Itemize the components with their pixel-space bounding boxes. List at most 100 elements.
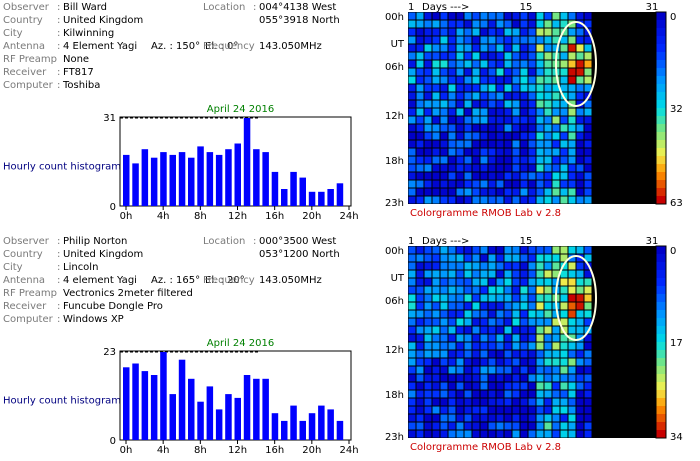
colorgramme-cell	[560, 132, 568, 140]
colorgramme-cell	[496, 390, 504, 398]
colorgramme-cell	[488, 108, 496, 116]
colorgramme-cell	[576, 334, 584, 342]
colorgramme-cell	[584, 342, 592, 350]
colorgramme-cell	[536, 310, 544, 318]
colorgramme-cell	[472, 382, 480, 390]
colorgramme-cell	[440, 302, 448, 310]
colorgramme-cell	[512, 430, 520, 438]
colorgramme-cell	[496, 358, 504, 366]
azimuth-value: Az. : 165°	[151, 275, 201, 286]
colorgramme-scale-step	[656, 140, 666, 149]
histogram-bar	[150, 157, 158, 206]
colorgramme-cell	[584, 164, 592, 172]
histogram-xtick: 24h	[339, 211, 358, 222]
colorgramme-cell	[552, 140, 560, 148]
colorgramme-cell	[496, 196, 504, 204]
colorgramme-scale-step	[656, 334, 666, 343]
histogram-bar	[188, 378, 195, 440]
colorgramme-cell	[520, 108, 528, 116]
colorgramme-cell	[520, 20, 528, 28]
colorgramme-cell	[568, 52, 576, 60]
colorgramme-cell	[584, 294, 592, 302]
colorgramme-cell	[496, 76, 504, 84]
colorgramme-cell	[496, 172, 504, 180]
colorgramme-cell	[536, 132, 544, 140]
colorgramme-cell	[504, 422, 512, 430]
colorgramme-cell	[544, 60, 552, 68]
colorgramme-cell	[504, 358, 512, 366]
colorgramme-cell	[584, 302, 592, 310]
colorgramme-cell	[496, 334, 504, 342]
colorgramme-cell	[544, 326, 552, 334]
colorgramme-cell	[576, 406, 584, 414]
city-value: Kilwinning	[63, 28, 115, 39]
colorgramme-scale-step	[656, 318, 666, 327]
colorgramme-ytick: 18h	[385, 156, 404, 167]
colorgramme-cell	[424, 430, 432, 438]
observer-row: Observer: Philip Norton	[3, 236, 128, 247]
colorgramme-cell	[520, 318, 528, 326]
colorgramme-cell	[416, 422, 424, 430]
colorgramme-cell	[552, 108, 560, 116]
colorgramme-cell	[424, 156, 432, 164]
colorgramme-cell	[512, 406, 520, 414]
colorgramme-scale-step	[656, 68, 666, 77]
colorgramme-cell	[480, 414, 488, 422]
colorgramme-scale-step	[656, 124, 666, 133]
colorgramme-cell	[536, 196, 544, 204]
colorgramme-cell	[520, 310, 528, 318]
colorgramme-cell	[528, 318, 536, 326]
colorgramme-cell	[496, 422, 504, 430]
colorgramme-cell	[440, 310, 448, 318]
colorgramme-scale-step	[656, 342, 666, 351]
colorgramme-cell	[552, 310, 560, 318]
colorgramme-cell	[496, 180, 504, 188]
colorgramme-cell	[552, 28, 560, 36]
colorgramme-cell	[536, 108, 544, 116]
colorgramme-cell	[504, 366, 512, 374]
colorgramme-cell	[544, 164, 552, 172]
colorgramme-cell	[440, 52, 448, 60]
colorgramme-cell	[496, 406, 504, 414]
colorgramme-cell	[480, 20, 488, 28]
histogram-bar	[299, 420, 306, 440]
colorgramme-cell	[560, 196, 568, 204]
histogram-bar	[299, 177, 306, 206]
colorgramme-cell	[408, 100, 416, 108]
colorgramme-1: 1 Days ---> 15 31 00h UT 06h 12h 18h 23h Colorgram…	[385, 2, 683, 219]
colorgramme-cell	[448, 294, 456, 302]
colorgramme-cell	[456, 28, 464, 36]
colorgramme-cell	[424, 100, 432, 108]
colorgramme-cell	[472, 92, 480, 100]
colorgramme-cell	[552, 116, 560, 124]
colorgramme-cell	[512, 326, 520, 334]
colorgramme-cell	[544, 148, 552, 156]
colorgramme-cell	[576, 366, 584, 374]
location-lon: 000°3500 West	[259, 236, 337, 247]
colorgramme-cell	[424, 180, 432, 188]
colorgramme-cell	[584, 108, 592, 116]
colorgramme-cell	[496, 52, 504, 60]
colorgramme-cell	[544, 262, 552, 270]
colorgramme-cell	[408, 406, 416, 414]
colorgramme-xtick: 15	[520, 2, 533, 13]
colorgramme-cell	[552, 132, 560, 140]
histogram-bar	[243, 375, 251, 440]
colorgramme-cell	[480, 116, 488, 124]
colorgramme-cell	[432, 20, 440, 28]
colorgramme-cell	[536, 68, 544, 76]
histogram-ytick: 0	[110, 436, 116, 447]
colorgramme-cell	[584, 334, 592, 342]
colorgramme-cell	[408, 286, 416, 294]
colorgramme-cell	[504, 124, 512, 132]
colorgramme-cell	[536, 430, 544, 438]
colorgramme-cell	[552, 188, 560, 196]
colorgramme-cell	[584, 180, 592, 188]
colorgramme-cell	[560, 422, 568, 430]
colorgramme-cell	[552, 172, 560, 180]
colorgramme-cell	[512, 350, 520, 358]
colorgramme-cell	[464, 334, 472, 342]
colorgramme-cell	[416, 124, 424, 132]
colorgramme-cell	[528, 172, 536, 180]
colorgramme-cell	[496, 108, 504, 116]
